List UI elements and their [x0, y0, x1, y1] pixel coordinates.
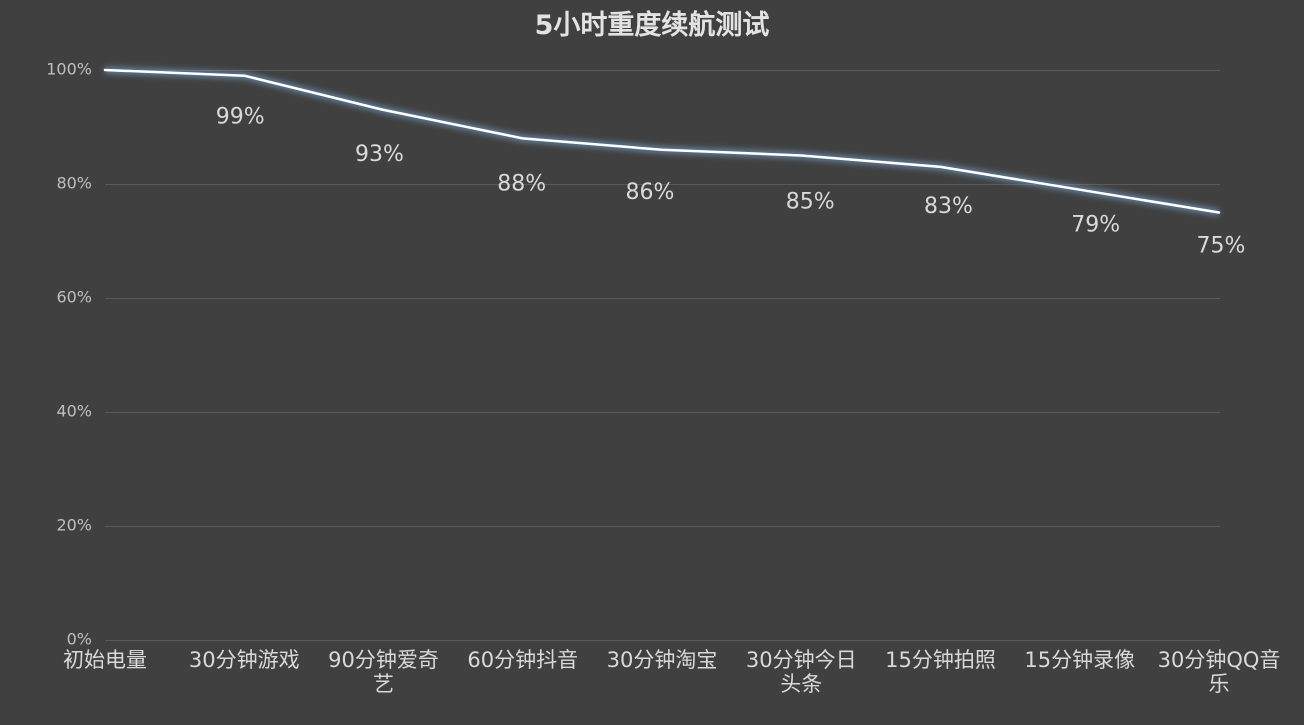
data-label: 75% — [1197, 234, 1246, 259]
series-group — [103, 66, 1221, 216]
data-label: 83% — [924, 194, 973, 219]
data-label: 93% — [355, 142, 404, 167]
data-label: 99% — [216, 105, 265, 130]
gridlines — [105, 70, 1220, 641]
data-label: 88% — [497, 171, 546, 196]
y-tick-label: 100% — [46, 60, 92, 79]
y-axis-labels: 0% 20% 40% 60% 80% 100% — [46, 60, 92, 649]
chart-title: 5小时重度续航测试 — [534, 10, 770, 41]
y-tick-label: 20% — [56, 516, 92, 535]
data-label: 85% — [786, 190, 835, 215]
data-labels: 99% 93% 88% 86% 85% 83% 79% 75% — [216, 105, 1246, 259]
y-tick-label: 60% — [56, 288, 92, 307]
data-label: 79% — [1071, 213, 1120, 238]
series-line — [103, 68, 1221, 214]
y-tick-label: 80% — [56, 174, 92, 193]
data-label: 86% — [626, 180, 675, 205]
y-tick-label: 40% — [56, 402, 92, 421]
y-tick-label: 0% — [67, 630, 92, 649]
